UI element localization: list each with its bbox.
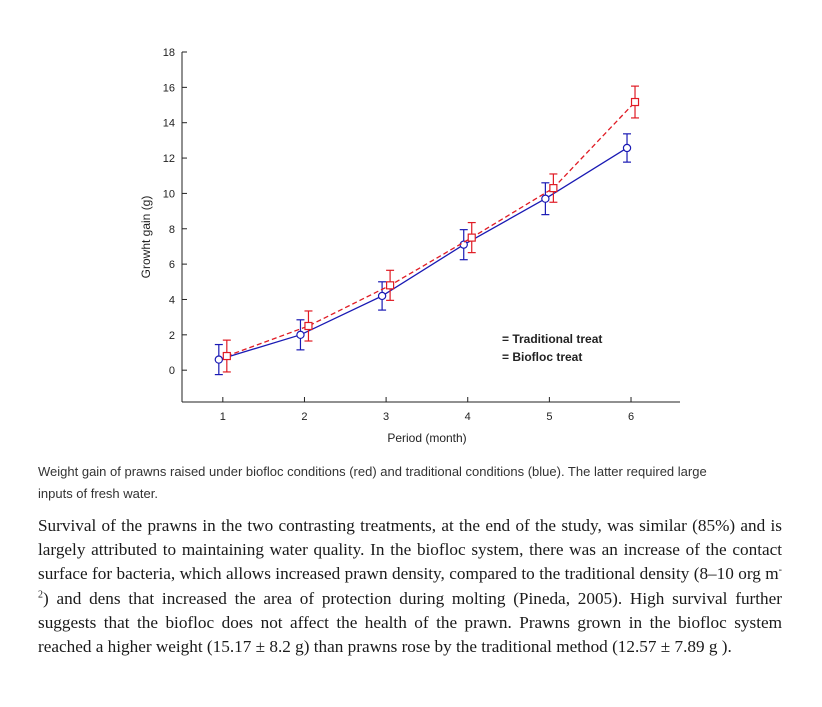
y-tick-label: 14 <box>163 118 175 130</box>
x-tick-label: 2 <box>301 411 307 423</box>
y-tick-label: 4 <box>169 294 175 306</box>
legend-item-biofloc: = Biofloc treat <box>502 350 582 364</box>
figure-caption: Weight gain of prawns raised under biofl… <box>38 464 707 501</box>
x-tick-label: 6 <box>628 411 634 423</box>
series-biofloc <box>222 85 640 373</box>
chart-legend: = Traditional treat = Biofloc treat <box>502 332 602 364</box>
series-traditional <box>214 133 632 376</box>
legend-item-traditional: = Traditional treat <box>502 332 602 346</box>
data-point-square <box>222 351 231 361</box>
x-tick-label: 4 <box>465 411 471 423</box>
y-tick-label: 10 <box>163 188 175 200</box>
body-text-part1: Survival of the prawns in the two contra… <box>38 516 782 584</box>
y-tick-label: 6 <box>169 259 175 271</box>
x-tick-label: 3 <box>383 411 389 423</box>
data-point-circle <box>541 194 550 203</box>
y-axis-label: Growht gain (g) <box>139 196 153 279</box>
body-text-part2: ) and dens that increased the area of pr… <box>38 588 782 657</box>
data-point-square <box>385 281 395 290</box>
x-axis-label: Period (month) <box>387 431 466 445</box>
x-tick-label: 5 <box>546 411 552 423</box>
y-tick-label: 8 <box>169 224 175 236</box>
data-point-circle <box>296 330 305 340</box>
y-tick-label: 16 <box>163 82 175 94</box>
data-point-square <box>467 233 476 242</box>
data-point-circle <box>377 291 387 301</box>
chart-series <box>214 85 640 376</box>
series-line <box>218 147 628 361</box>
y-tick-label: 0 <box>169 365 175 377</box>
data-point-circle <box>214 355 224 364</box>
data-point-square <box>304 321 313 331</box>
series-line <box>226 101 636 357</box>
y-tick-label: 2 <box>169 330 175 342</box>
data-point-square <box>549 184 558 193</box>
data-point-circle <box>622 143 632 153</box>
y-tick-label: 12 <box>163 153 175 165</box>
x-tick-label: 1 <box>220 411 226 423</box>
data-point-square <box>630 97 640 107</box>
body-text-superscript: -2 <box>38 564 782 600</box>
data-point-circle <box>459 240 468 249</box>
body-paragraph: Survival of the prawns in the two contra… <box>38 514 782 659</box>
y-tick-label: 18 <box>163 47 175 59</box>
